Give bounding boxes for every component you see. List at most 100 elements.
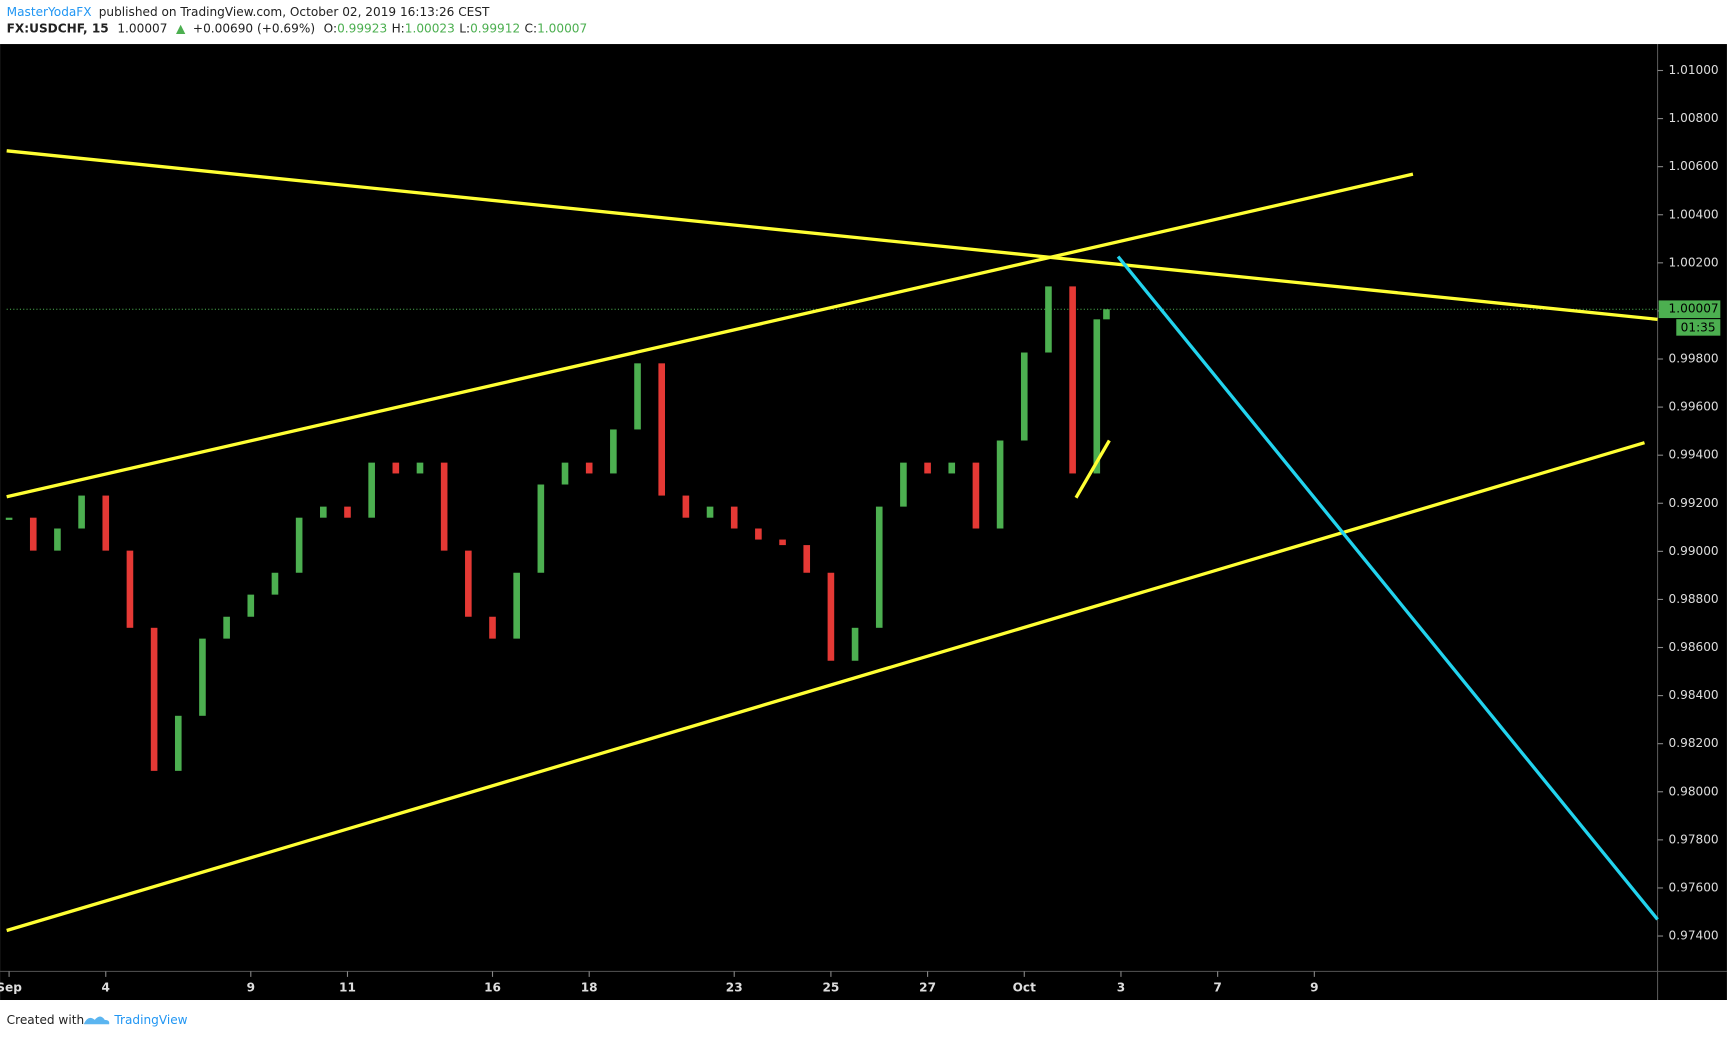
ohlc-value: 0.99912 <box>470 21 520 35</box>
candle <box>875 506 883 628</box>
candle <box>29 517 37 551</box>
candle <box>537 484 545 573</box>
ohlc-label: H: <box>392 21 405 35</box>
x-tick-label: 11 <box>339 980 356 994</box>
y-tick-label: 0.99400 <box>1669 448 1719 462</box>
x-tick-label: 16 <box>484 980 501 994</box>
candle <box>803 545 811 573</box>
ohlc-value: 0.99923 <box>337 21 387 35</box>
x-tick-label: 4 <box>102 980 110 994</box>
y-tick-label: 0.99200 <box>1669 496 1719 510</box>
candle <box>440 462 448 551</box>
candle <box>247 594 255 617</box>
candle <box>513 572 520 639</box>
candle <box>199 638 206 716</box>
candle <box>972 462 980 529</box>
candle <box>996 440 1004 529</box>
y-tick-label: 1.00800 <box>1669 111 1719 125</box>
candle <box>1069 286 1076 474</box>
ohlc-label: L: <box>459 21 470 35</box>
candle <box>730 506 738 529</box>
candle <box>706 506 714 518</box>
candle <box>851 627 859 661</box>
countdown-box <box>1676 319 1721 336</box>
header-line-2: FX:USDCHF, 15 1.00007 ▲ +0.00690 (+0.69%… <box>7 21 588 35</box>
y-tick-label: 1.00600 <box>1669 159 1719 173</box>
brand-logo <box>83 1016 110 1025</box>
ohlc-label: C: <box>525 21 538 35</box>
ohlc-value: 1.00023 <box>405 21 455 35</box>
candle <box>948 462 956 474</box>
ohlc-label: O: <box>324 21 337 35</box>
plot-background <box>0 44 1727 1001</box>
x-tick-label: 9 <box>247 980 255 994</box>
candle <box>779 539 786 546</box>
last-value: 1.00007 <box>117 21 167 35</box>
candle <box>416 462 424 474</box>
candle <box>5 517 13 520</box>
y-tick-label: 0.99800 <box>1669 352 1719 366</box>
candle <box>900 462 907 507</box>
candle <box>755 528 762 540</box>
countdown-label: 01:35 <box>1681 320 1716 334</box>
candle <box>924 462 931 474</box>
candle <box>344 506 351 518</box>
x-tick-label: Oct <box>1013 980 1036 994</box>
y-tick-label: 0.99000 <box>1669 544 1719 558</box>
candle <box>1093 319 1101 474</box>
candle <box>827 572 835 661</box>
y-tick-label: 0.98600 <box>1669 640 1719 654</box>
published: published on TradingView.com, October 02… <box>99 5 490 19</box>
candle <box>658 363 666 496</box>
y-tick-label: 1.00200 <box>1669 255 1719 269</box>
y-tick-label: 0.97600 <box>1669 880 1719 894</box>
brand[interactable]: TradingView <box>113 1012 187 1026</box>
candle <box>223 616 230 639</box>
candle <box>585 462 593 474</box>
candle <box>1045 286 1052 353</box>
candle <box>1103 309 1110 320</box>
trend-line <box>1074 439 1111 499</box>
candle <box>561 462 569 485</box>
candle <box>78 495 85 529</box>
footer-text: Created with <box>7 1012 84 1026</box>
y-tick-label: 0.98800 <box>1669 592 1719 606</box>
candle <box>102 495 110 551</box>
x-tick-label: 25 <box>822 980 839 994</box>
candle <box>150 627 158 771</box>
candle <box>368 462 375 518</box>
candle <box>392 462 400 474</box>
candle <box>634 363 641 430</box>
candle <box>682 495 690 518</box>
candle <box>126 550 134 628</box>
candle <box>54 528 61 551</box>
publisher[interactable]: MasterYodaFX <box>7 5 92 19</box>
x-tick-label: 3 <box>1117 980 1125 994</box>
trend-line <box>6 441 1645 933</box>
y-tick-label: 1.01000 <box>1669 63 1719 77</box>
candle <box>295 517 303 573</box>
trend-line <box>6 149 1658 321</box>
y-tick-label: 0.98400 <box>1669 688 1719 702</box>
x-tick-label: 9 <box>1310 980 1318 994</box>
y-tick-label: 0.99600 <box>1669 400 1719 414</box>
candle <box>271 572 279 595</box>
candle <box>610 429 617 474</box>
candle <box>320 506 327 518</box>
x-tick-label: 23 <box>726 980 743 994</box>
trend-line <box>6 172 1414 499</box>
y-tick-label: 0.97800 <box>1669 832 1719 846</box>
up-arrow: ▲ <box>176 21 186 35</box>
footer: Created with TradingView <box>7 1012 188 1026</box>
x-tick-label: 7 <box>1213 980 1221 994</box>
x-tick-label: 18 <box>581 980 598 994</box>
candle <box>1020 352 1028 441</box>
candle <box>489 616 496 639</box>
last-price-label: 1.00007 <box>1669 302 1719 316</box>
x-tick-label: Sep <box>0 980 22 994</box>
y-tick-label: 1.00400 <box>1669 207 1719 221</box>
x-tick-label: 27 <box>919 980 936 994</box>
y-tick-label: 0.97400 <box>1669 929 1719 943</box>
candle <box>174 715 182 771</box>
